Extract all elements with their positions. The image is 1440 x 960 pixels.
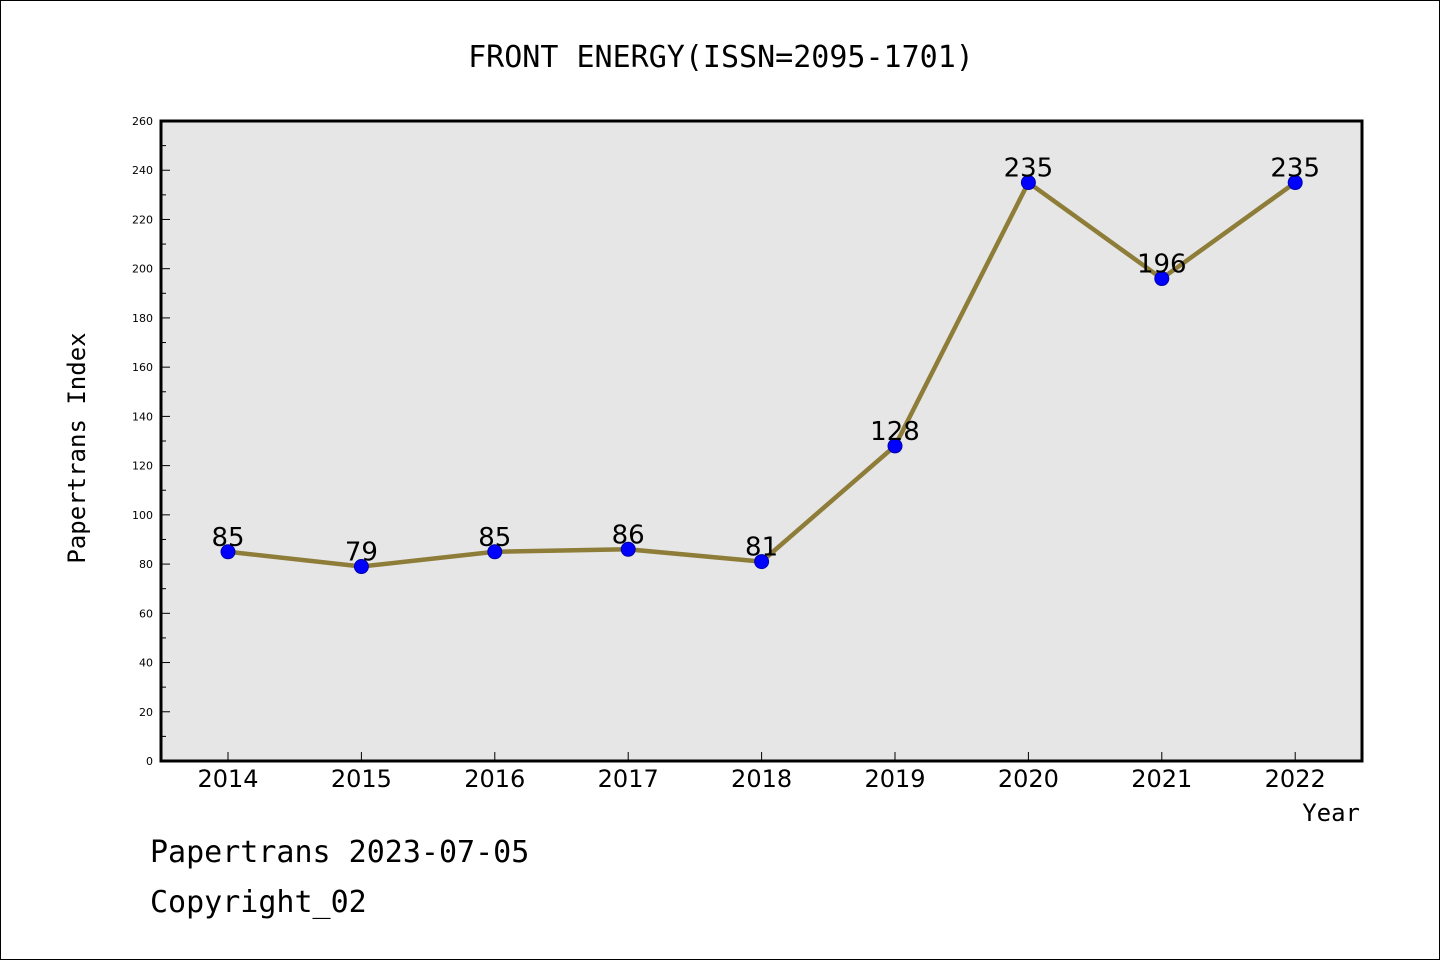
series-layer: 85 79 85 86 81 128 235 196 235 bbox=[211, 154, 1320, 575]
y-tick-label: 80 bbox=[139, 558, 153, 571]
x-tick-label: 2020 bbox=[998, 765, 1059, 793]
data-point bbox=[1287, 175, 1303, 191]
y-tick-label: 60 bbox=[139, 607, 153, 620]
footer-copyright: Copyright_02 bbox=[150, 885, 367, 920]
y-tick-label: 220 bbox=[132, 213, 153, 226]
data-point bbox=[1020, 175, 1036, 191]
x-tick-label: 2016 bbox=[464, 765, 525, 793]
data-label: 85 bbox=[211, 523, 244, 553]
x-tick-label: 2014 bbox=[197, 765, 258, 793]
y-tick-label: 180 bbox=[132, 312, 153, 325]
y-tick-label: 140 bbox=[132, 410, 153, 423]
data-label: 196 bbox=[1137, 250, 1187, 280]
data-label: 81 bbox=[745, 533, 778, 563]
x-axis: 2014 2015 2016 2017 2018 2019 2020 2021 2022 bbox=[197, 752, 1326, 793]
x-tick-label: 2015 bbox=[331, 765, 392, 793]
y-tick-label: 120 bbox=[132, 460, 153, 473]
data-point bbox=[220, 544, 236, 560]
data-label: 85 bbox=[478, 523, 511, 553]
x-tick-label: 2018 bbox=[731, 765, 792, 793]
x-tick-label: 2017 bbox=[598, 765, 659, 793]
data-point bbox=[487, 544, 503, 560]
y-tick-label: 240 bbox=[132, 164, 153, 177]
footer-date: Papertrans 2023-07-05 bbox=[150, 835, 530, 870]
data-point bbox=[620, 541, 636, 557]
y-tick-label: 0 bbox=[146, 755, 153, 768]
data-label: 128 bbox=[870, 417, 920, 447]
y-axis-label: Papertrans Index bbox=[63, 332, 91, 563]
x-axis-label: Year bbox=[1302, 799, 1360, 827]
data-label: 235 bbox=[1004, 154, 1054, 184]
data-point bbox=[754, 554, 770, 570]
chart-title: FRONT ENERGY(ISSN=2095-1701) bbox=[468, 40, 974, 75]
x-tick-label: 2022 bbox=[1265, 765, 1326, 793]
data-label: 86 bbox=[612, 520, 645, 550]
y-tick-label: 260 bbox=[132, 115, 153, 128]
y-tick-label: 100 bbox=[132, 509, 153, 522]
y-tick-label: 160 bbox=[132, 361, 153, 374]
y-tick-label: 20 bbox=[139, 706, 153, 719]
data-label: 79 bbox=[345, 538, 378, 568]
x-tick-label: 2021 bbox=[1131, 765, 1192, 793]
data-label: 235 bbox=[1270, 154, 1320, 184]
y-axis: 0 20 40 60 80 100 120 140 160 180 200 220 240 260 bbox=[132, 115, 170, 768]
data-point bbox=[887, 438, 903, 454]
x-tick-label: 2019 bbox=[864, 765, 925, 793]
y-tick-label: 200 bbox=[132, 263, 153, 276]
data-point bbox=[353, 559, 369, 575]
plot-area bbox=[159, 119, 1364, 763]
y-tick-label: 40 bbox=[139, 657, 153, 670]
data-point bbox=[1154, 271, 1170, 287]
